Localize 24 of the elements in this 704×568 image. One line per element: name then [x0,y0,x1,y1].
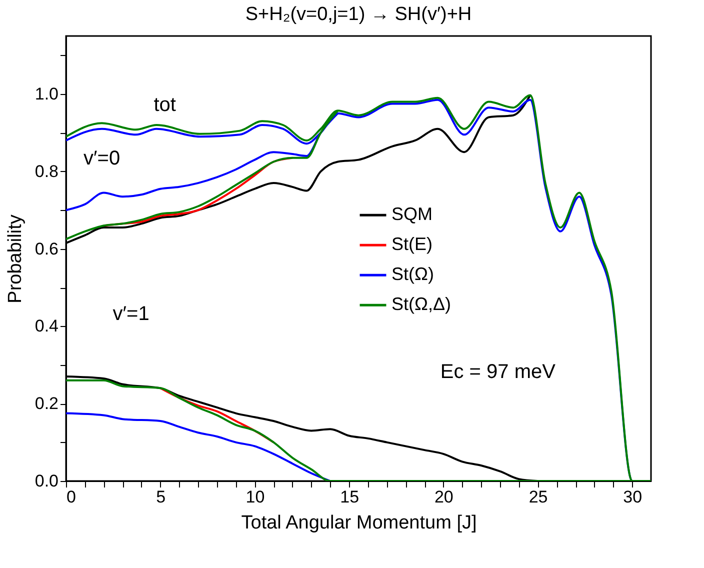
x-axis-title: Total Angular Momentum [J] [241,512,477,534]
legend-label: St(Ω,Δ) [392,294,451,314]
x-tick-label: 10 [246,488,265,506]
x-tick-label: 20 [434,488,454,506]
x-tick-label: 30 [623,488,642,506]
annotation: Ec = 97 meV [440,360,556,383]
annotation: tot [154,94,176,116]
annotation: v′=0 [84,147,120,170]
y-tick-label: 1.0 [34,84,58,104]
legend-label: St(Ω) [392,264,434,284]
x-tick-label: 15 [340,488,360,506]
x-tick-label: 0 [66,488,76,506]
y-tick-label: 0.0 [34,472,58,490]
y-tick-label: 0.6 [34,239,58,258]
annotation: v′=1 [112,303,150,326]
y-axis-title: Probability [4,214,26,304]
y-tick-label: 0.8 [34,162,58,181]
y-tick-label: 0.2 [34,394,58,414]
chart-title: S+H₂(v=0,j=1) → SH(v′)+H [245,4,472,25]
x-tick-label: 25 [528,488,548,506]
legend-label: SQM [392,204,433,224]
legend-label: St(E) [392,234,433,254]
y-tick-label: 0.4 [34,316,58,336]
x-tick-label: 5 [156,488,166,506]
